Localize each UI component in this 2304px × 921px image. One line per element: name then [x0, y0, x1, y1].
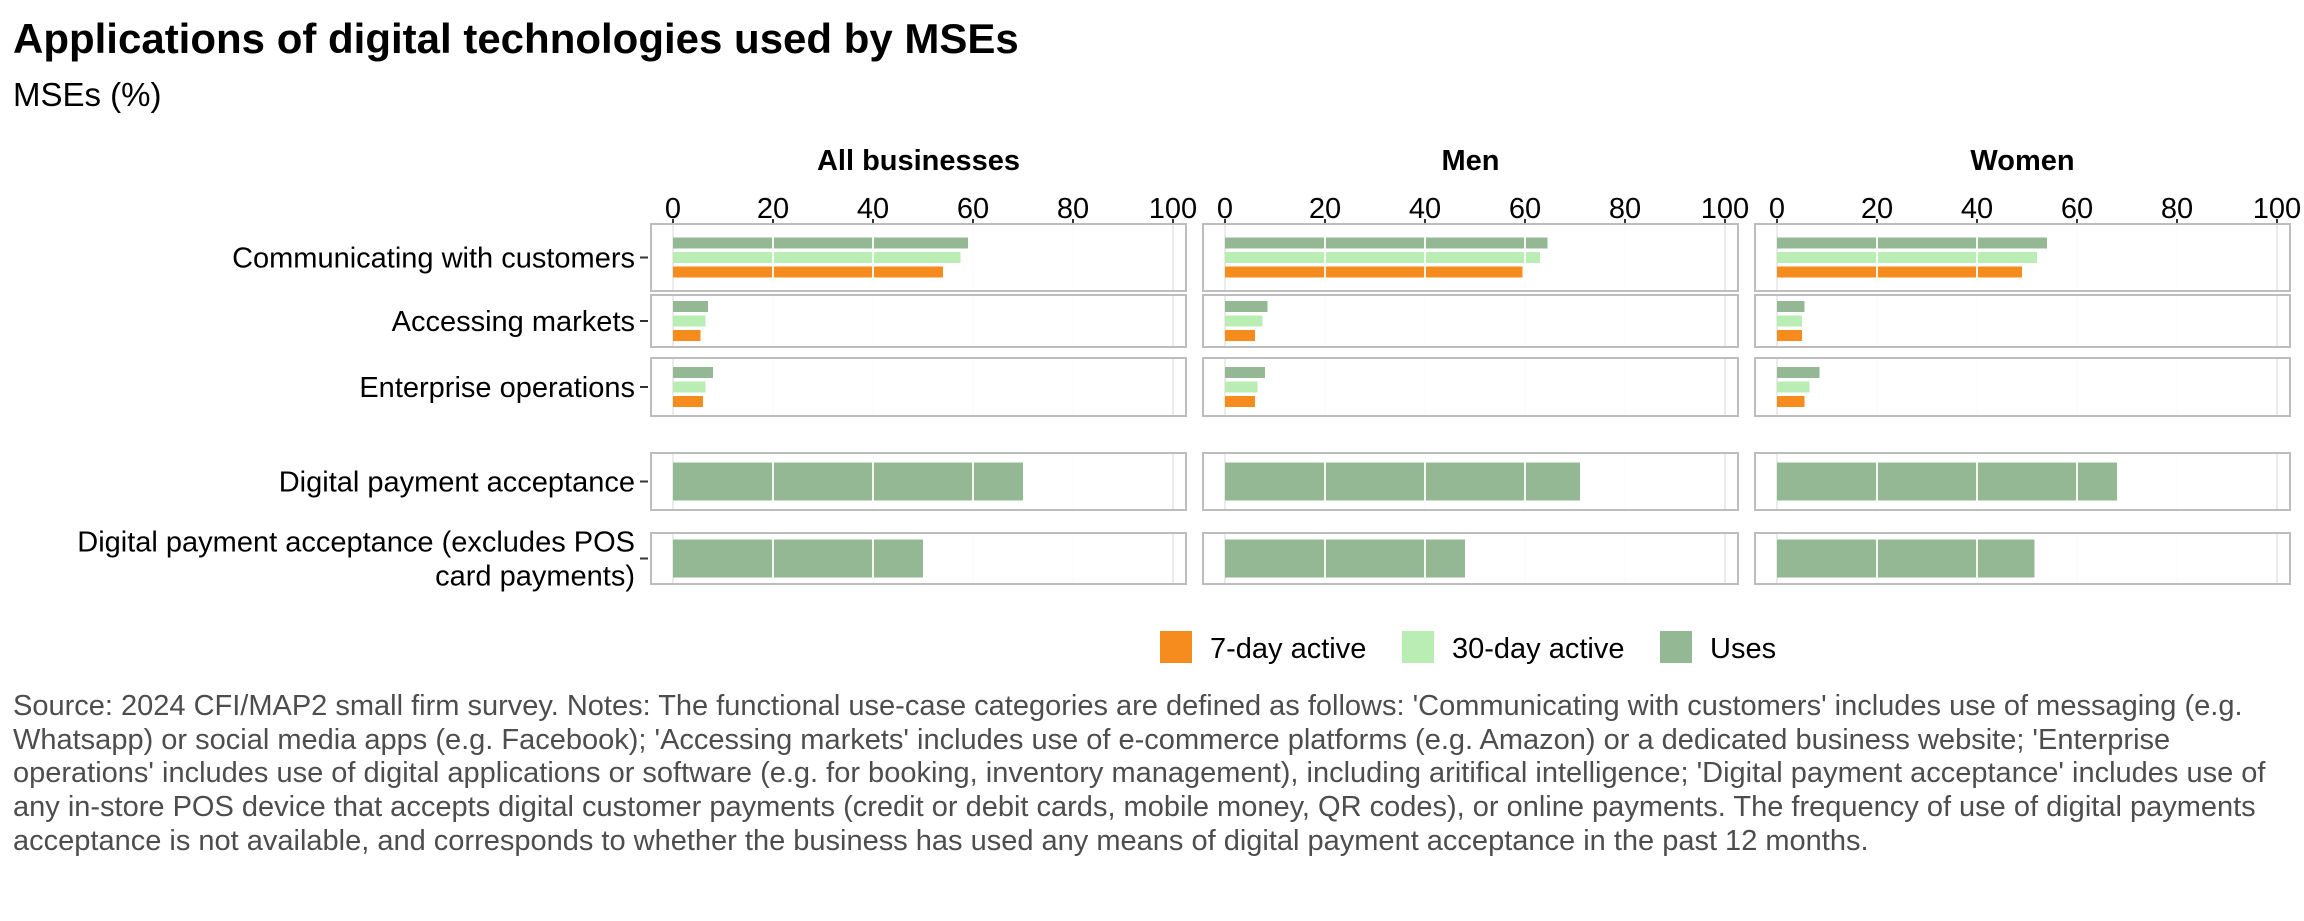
bar-30-day-active: [673, 252, 961, 263]
panel-frame: [1754, 294, 2291, 348]
bar-uses: [1777, 237, 2047, 249]
y-tick-label: Digital payment acceptance: [279, 467, 635, 499]
bar-7-day-active: [1777, 396, 1805, 407]
x-tick-label: 0: [665, 193, 681, 225]
x-tick-label: 0: [1769, 193, 1785, 225]
bar-30-day-active: [1225, 252, 1540, 263]
bar-30-day-active: [1777, 381, 1810, 393]
bar-uses: [1225, 301, 1268, 312]
facet-title: Women: [1970, 145, 2074, 177]
facet-title: Men: [1442, 145, 1500, 177]
bar-uses: [1225, 462, 1580, 501]
y-tick-label: Digital payment acceptance (excludes POS: [77, 527, 635, 559]
bar-uses: [1225, 367, 1265, 378]
bar-uses: [673, 539, 923, 578]
bar-7-day-active: [673, 266, 943, 278]
bar-uses: [673, 301, 708, 312]
bar-30-day-active: [1777, 252, 2037, 263]
panel-frame: [1202, 294, 1739, 348]
facet-title: All businesses: [817, 145, 1020, 177]
bar-uses: [673, 237, 968, 249]
bar-7-day-active: [1225, 396, 1255, 407]
x-tick-label: 0: [1217, 193, 1233, 225]
bar-uses: [1777, 301, 1805, 312]
bar-7-day-active: [1225, 330, 1255, 341]
bar-uses: [1777, 462, 2117, 501]
bar-30-day-active: [673, 381, 706, 393]
bar-uses: [1777, 367, 1820, 378]
legend-item-30-day-active: 30-day active: [1402, 631, 1625, 665]
bar-uses: [1225, 237, 1548, 249]
bar-30-day-active: [1225, 315, 1263, 327]
legend-label: 30-day active: [1452, 633, 1625, 665]
bar-uses: [1225, 539, 1465, 578]
legend-swatch: [1402, 631, 1434, 663]
chart-title: Applications of digital technologies use…: [13, 15, 1019, 62]
bar-uses: [1777, 539, 2035, 578]
y-tick-label: Communicating with customers: [232, 243, 635, 275]
legend-swatch: [1160, 631, 1192, 663]
bar-7-day-active: [673, 396, 703, 407]
legend-item-uses: Uses: [1660, 631, 1776, 665]
legend-label: Uses: [1710, 633, 1776, 665]
bar-7-day-active: [1225, 266, 1523, 278]
panel-frame: [650, 357, 1187, 417]
bar-uses: [673, 462, 1023, 501]
bar-uses: [673, 367, 713, 378]
chart-subtitle: MSEs (%): [13, 76, 162, 113]
source-note: Source: 2024 CFI/MAP2 small firm survey.…: [13, 690, 2266, 857]
panel-frame: [1754, 357, 2291, 417]
legend-label: 7-day active: [1210, 633, 1366, 665]
legend-item-7-day-active: 7-day active: [1160, 631, 1366, 665]
y-tick-label: Accessing markets: [392, 306, 635, 338]
panel-frame: [1202, 357, 1739, 417]
bar-7-day-active: [1777, 330, 1802, 341]
bar-7-day-active: [673, 330, 701, 341]
y-tick-label: card payments): [435, 561, 635, 593]
legend-swatch: [1660, 631, 1692, 663]
bar-7-day-active: [1777, 266, 2022, 278]
y-tick-label: Enterprise operations: [359, 372, 635, 404]
bar-30-day-active: [673, 315, 706, 327]
bar-30-day-active: [1777, 315, 1802, 327]
panel-frame: [650, 294, 1187, 348]
bar-30-day-active: [1225, 381, 1258, 393]
